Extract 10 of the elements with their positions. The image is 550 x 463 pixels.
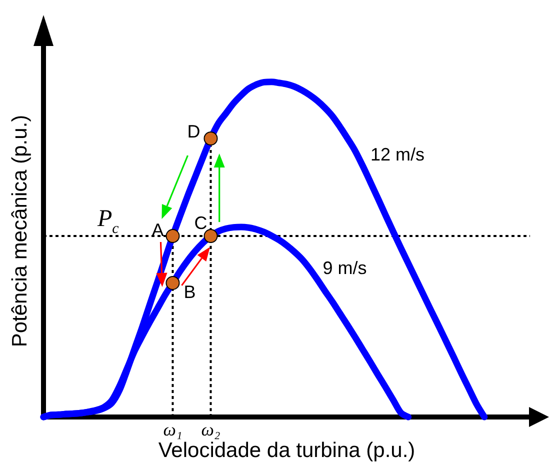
series-label: 9 m/s (322, 258, 367, 278)
annotation: D (187, 121, 200, 142)
x-tick-label: ω₁ (163, 420, 182, 440)
series-label: 12 m/s (370, 144, 425, 165)
x-axis-title: Velocidade da turbina (p.u.) (158, 438, 416, 462)
annotation: C (194, 212, 208, 233)
x-tick-label: ω₂ (201, 420, 220, 440)
y-axis-title: Potência mecânica (p.u.) (8, 114, 32, 348)
annotation: A (152, 220, 164, 240)
annotation: B (184, 282, 196, 302)
